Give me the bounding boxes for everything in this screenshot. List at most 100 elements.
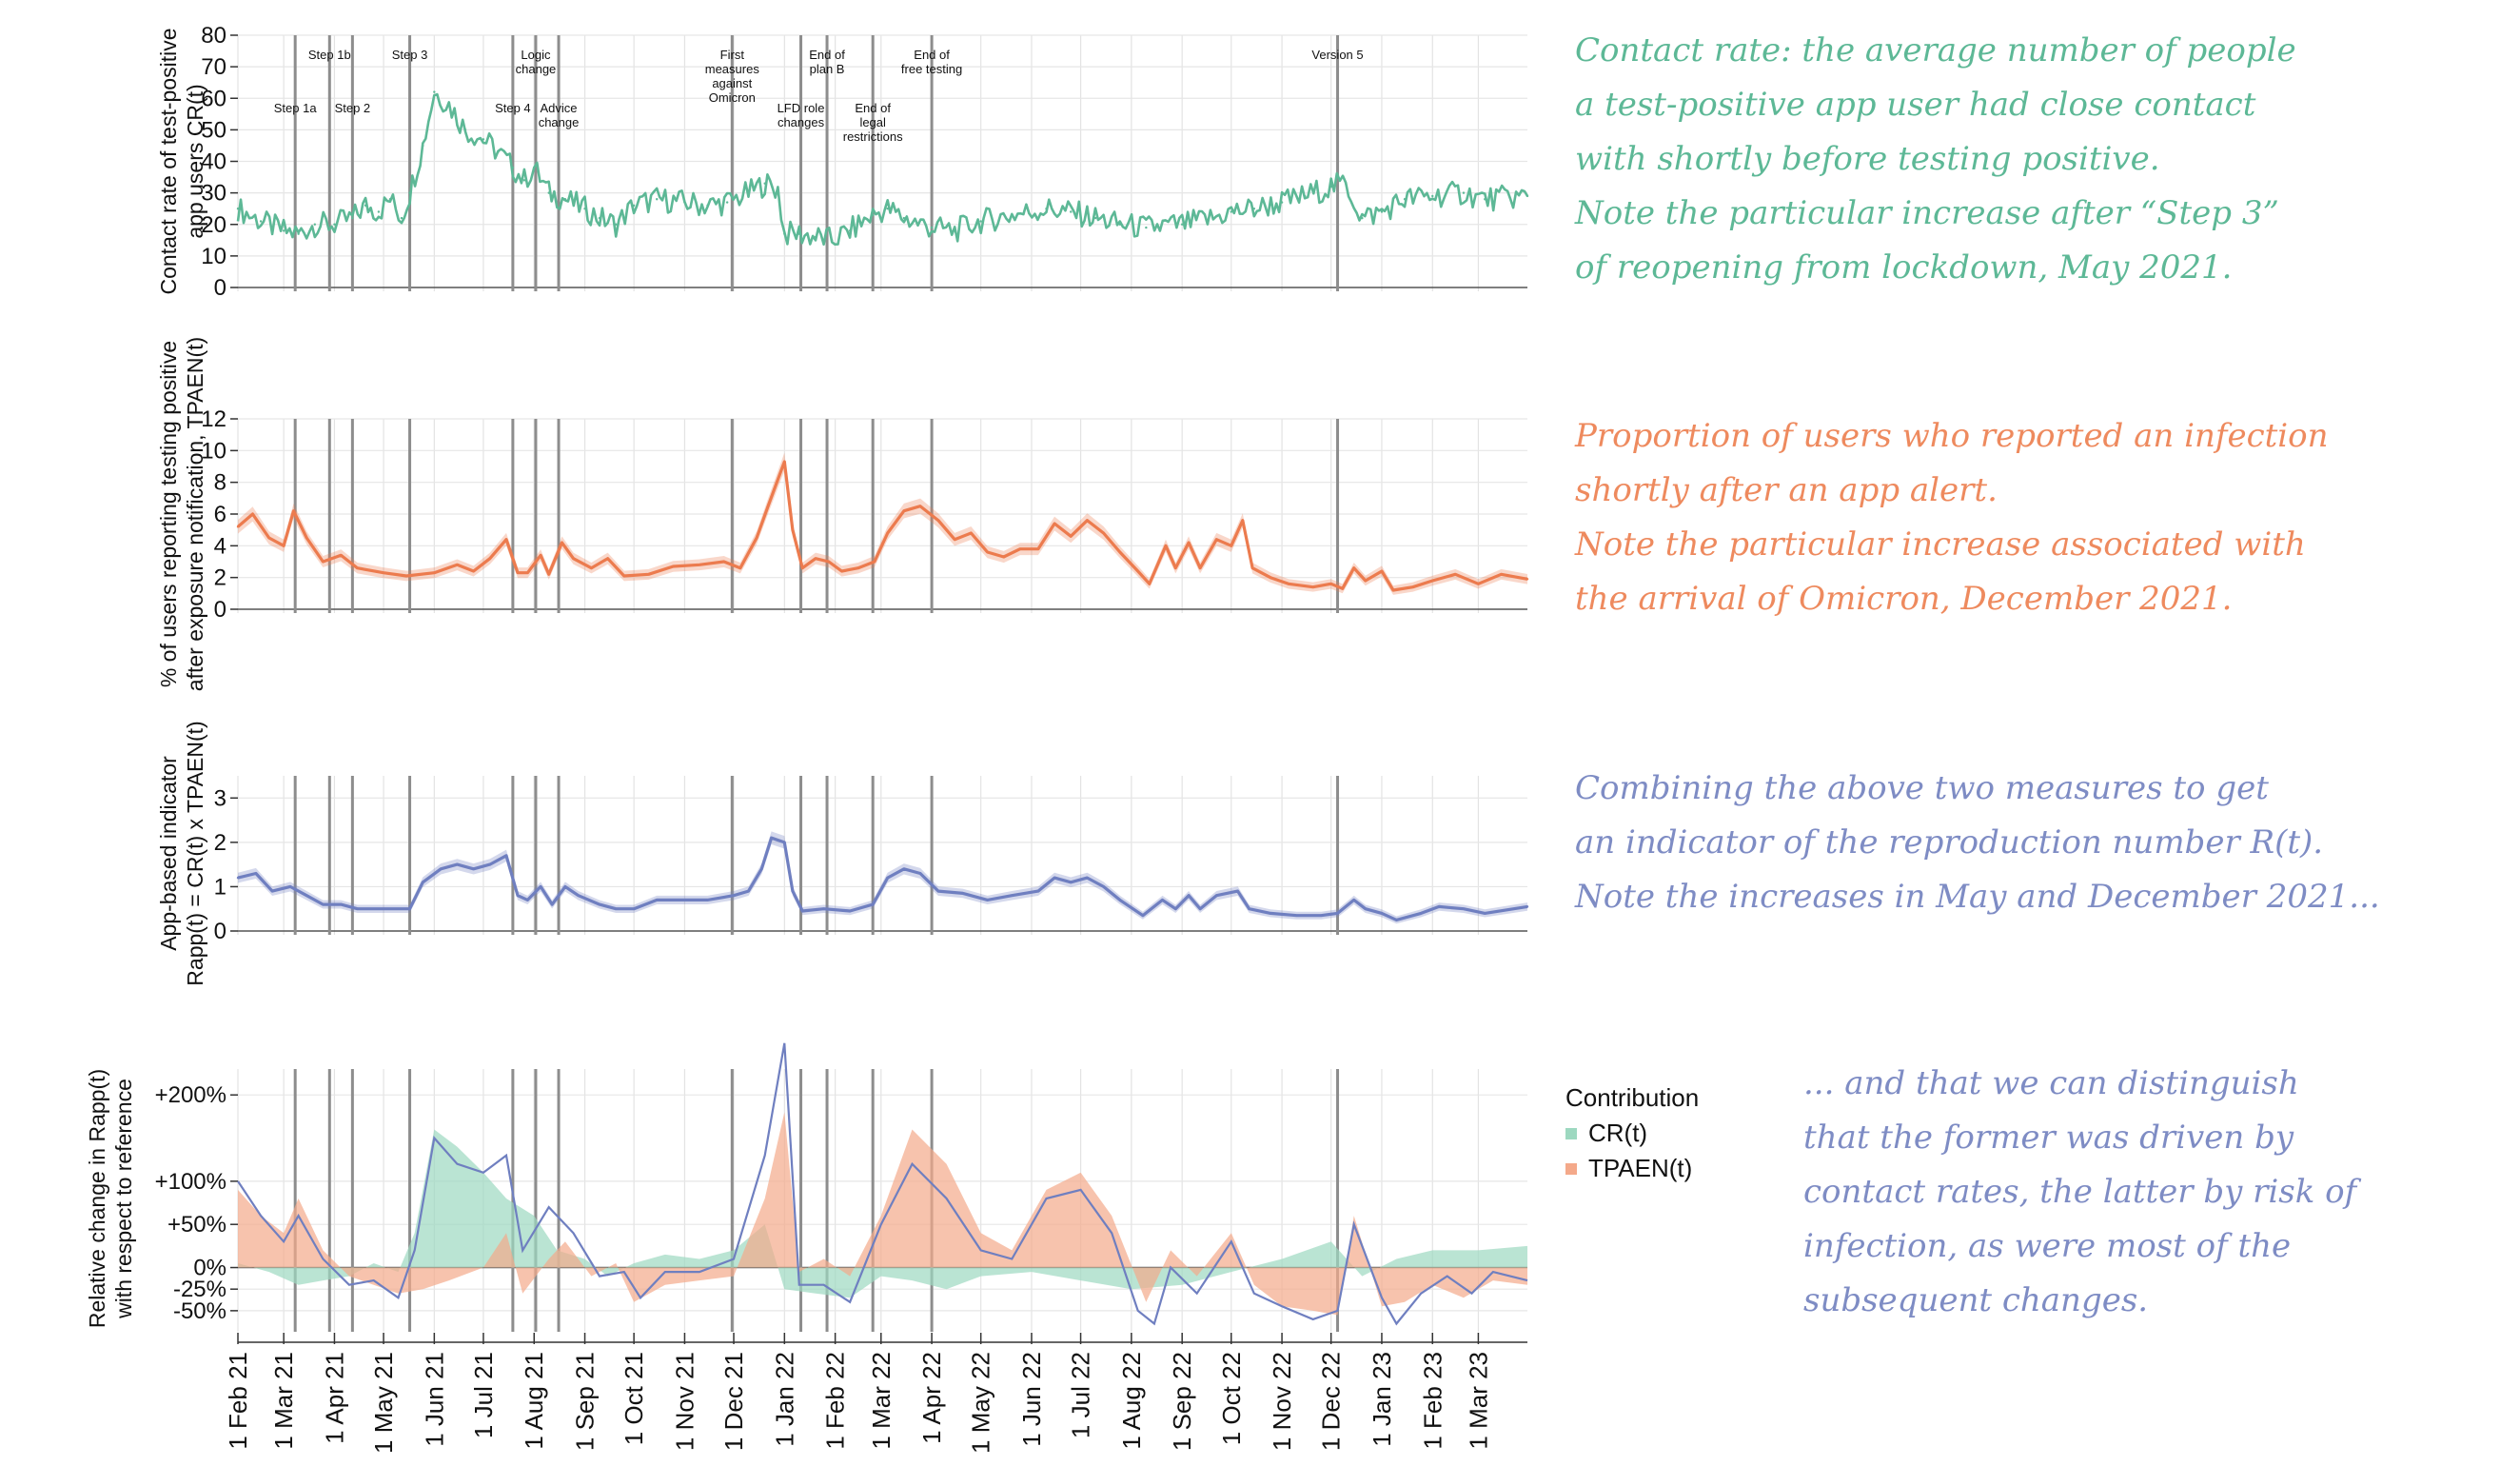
rapp-point: [886, 876, 889, 880]
panel-contact_rate: 0 10 20 30 40 50 60 70 80 Contact rate of test-po…: [156, 23, 1529, 301]
y-tick-label: 60: [201, 86, 226, 111]
event-label: LFD role: [778, 101, 825, 115]
legend-swatch: [1565, 1127, 1577, 1139]
rapp-point: [598, 902, 601, 906]
x-tick-label: 1 Nov 22: [1268, 1352, 1296, 1451]
contact-rate-annotation: Contact rate: the average number of peop…: [1575, 24, 2296, 295]
tpaen-point: [1287, 583, 1290, 585]
rapp-point: [1070, 881, 1073, 883]
legend-title: Contribution: [1565, 1083, 1700, 1112]
tpaen-point: [572, 557, 575, 560]
tpaen-point: [1241, 519, 1244, 522]
contact_rate-point: [482, 138, 485, 141]
tpaen-point: [1136, 569, 1139, 573]
contact_rate-point: [1526, 194, 1529, 198]
tpaen-line: [236, 460, 1528, 592]
tpaen-point: [986, 550, 989, 554]
cr-annotation-line-1: a test-positive app user had close conta…: [1575, 86, 2256, 124]
event-label: Omicron: [709, 90, 756, 105]
tpaen-point: [672, 565, 675, 568]
tpaen-point: [886, 531, 889, 535]
rapp-point: [632, 907, 636, 910]
event-label: End of: [855, 101, 891, 115]
tpaen-point: [1454, 573, 1457, 576]
contrib-annotation-line-3: infection, as were most of the: [1803, 1227, 2292, 1265]
y-tick-label: 12: [201, 406, 226, 432]
rapp-point: [1295, 914, 1298, 917]
rapp-point: [760, 867, 763, 870]
tpaen-annotation-line-2: Note the particular increase associated …: [1575, 525, 2306, 564]
contact_rate-point: [1344, 182, 1348, 185]
event-label: Step 3: [392, 48, 428, 62]
rapp-point: [1102, 885, 1105, 888]
contact_rate-point: [830, 239, 834, 242]
tpaen-point: [647, 573, 650, 576]
rapp-point: [340, 902, 343, 906]
rapp-annotation-line-0: Combining the above two measures to get: [1575, 769, 2269, 807]
x-tick-label: 1 Jun 21: [420, 1352, 448, 1447]
x-tick-label: 1 Dec 22: [1317, 1352, 1346, 1451]
tpaen-point: [1086, 519, 1089, 522]
x-tick-label: 1 Jul 21: [469, 1352, 498, 1438]
tpaen-point: [1391, 588, 1395, 592]
rapp-point: [422, 881, 424, 883]
y-tick-label: +200%: [155, 1082, 226, 1108]
rapp-point: [615, 907, 618, 910]
cr-annotation-line-0: Contact rate: the average number of peop…: [1575, 31, 2296, 69]
x-tick-label: 1 May 22: [967, 1352, 995, 1454]
contact_rate-point: [422, 144, 424, 148]
y-axis-label: App-based indicator: [156, 756, 181, 951]
tpaen-point: [340, 554, 343, 557]
tpaen-point: [606, 557, 609, 560]
x-tick-label: 1 Mar 21: [269, 1352, 298, 1450]
contact_rate-point: [598, 216, 601, 220]
contact_rate-point: [364, 204, 367, 208]
x-tick-label: 1 Jul 22: [1067, 1352, 1095, 1438]
rapp-point: [783, 841, 786, 844]
rapp-point: [961, 892, 964, 895]
tpaen-point: [1431, 579, 1434, 583]
tpaen-point: [1311, 585, 1314, 588]
contact_rate-point: [533, 166, 536, 169]
rapp-point: [1269, 912, 1272, 915]
tpaen-point: [936, 519, 940, 522]
tpaen-point: [305, 536, 308, 540]
event-label: Step 4: [495, 101, 531, 115]
rapp-annotation: Combining the above two measures to get a…: [1575, 762, 2380, 924]
y-axis-label: with respect to reference: [111, 1079, 136, 1319]
rapp-point: [526, 899, 529, 901]
rapp-point: [986, 899, 989, 901]
contact_rate-point: [706, 204, 709, 208]
contact_rate-point: [683, 201, 686, 204]
legend-swatch: [1565, 1162, 1577, 1175]
contact_rate-point: [400, 216, 404, 220]
rapp-point: [488, 862, 492, 866]
contact_rate-point: [979, 220, 982, 223]
contact_rate-point: [763, 182, 766, 185]
rapp-point: [563, 885, 567, 888]
contribution-legend: Contribution CR(t) TPAEN(t): [1565, 1083, 1699, 1183]
contact_rate-point: [583, 207, 586, 210]
tpaen-point: [1477, 583, 1480, 585]
rapp-point: [1086, 876, 1089, 880]
rapp-point: [305, 894, 308, 897]
contact_rate-point: [871, 213, 875, 217]
y-tick-label: 50: [201, 117, 226, 143]
tpaen-point: [382, 571, 385, 574]
tpaen-point: [1174, 566, 1177, 569]
tpaen-point: [814, 557, 817, 560]
rapp-point: [1420, 912, 1423, 915]
contact_rate-point: [1011, 213, 1014, 217]
tpaen-point: [1364, 579, 1367, 583]
tpaen-point: [970, 531, 973, 535]
contact_rate-point: [447, 103, 451, 107]
contact_rate-point: [747, 191, 750, 194]
contact_rate-point: [1093, 216, 1097, 220]
contact_rate-point: [408, 191, 411, 194]
tpaen-point: [801, 566, 804, 569]
rapp-point: [270, 889, 274, 893]
contact_rate-point: [1180, 223, 1184, 226]
event-label: restrictions: [843, 129, 903, 144]
contrib-annotation-line-0: ... and that we can distinguish: [1803, 1064, 2299, 1102]
